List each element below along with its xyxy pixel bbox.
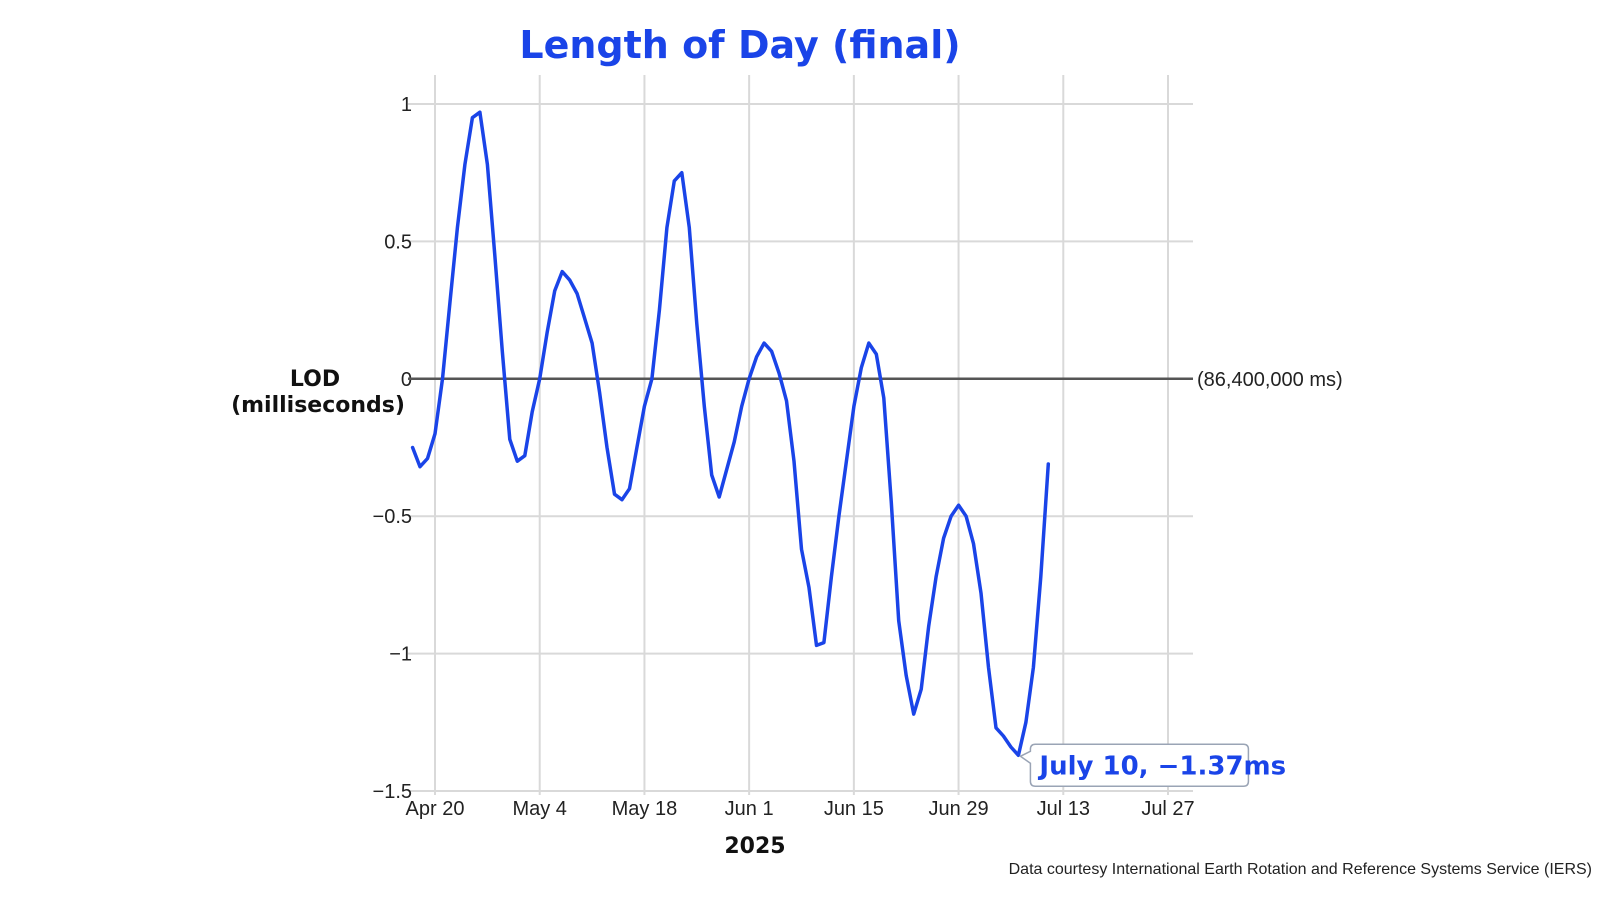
data-credit: Data courtesy International Earth Rotati… [1009,861,1592,878]
chart-title: Length of Day (final) [519,23,960,67]
annotation-text: July 10, −1.37ms [1037,751,1286,781]
x-tick-label: May 4 [512,798,566,820]
lod-series-line [410,110,1051,758]
x-tick-label: Jul 13 [1037,798,1090,820]
y-tick-label: −1 [389,644,412,666]
x-tick-label: Jun 29 [929,798,989,820]
y-tick-label: −1.5 [373,781,412,803]
y-axis-title-line2: (milliseconds) [231,393,405,418]
y-tick-labels: 1 0.5 0 −0.5 −1 −1.5 [373,94,412,803]
y-tick-label: 0.5 [384,231,412,253]
reference-line-label: (86,400,000 ms) [1197,369,1343,391]
annotation-box [1018,743,1250,788]
x-tick-label: Apr 20 [406,798,465,820]
x-tick-label: Jun 1 [725,798,774,820]
x-axis-title: 2025 [724,834,785,859]
y-tick-label: 1 [401,94,412,116]
x-tick-label: May 18 [612,798,678,820]
y-tick-label: −0.5 [373,506,412,528]
y-axis-title-line1: LOD [290,367,340,392]
y-tick-label: 0 [401,369,412,391]
annotation-callout: July 10, −1.37ms [1018,743,1286,788]
grid [408,75,1193,795]
x-tick-label: Jun 15 [824,798,884,820]
x-tick-label: Jul 27 [1141,798,1194,820]
x-tick-labels: Apr 20 May 4 May 18 Jun 1 Jun 15 Jun 29 Jul 13… [406,798,1195,820]
